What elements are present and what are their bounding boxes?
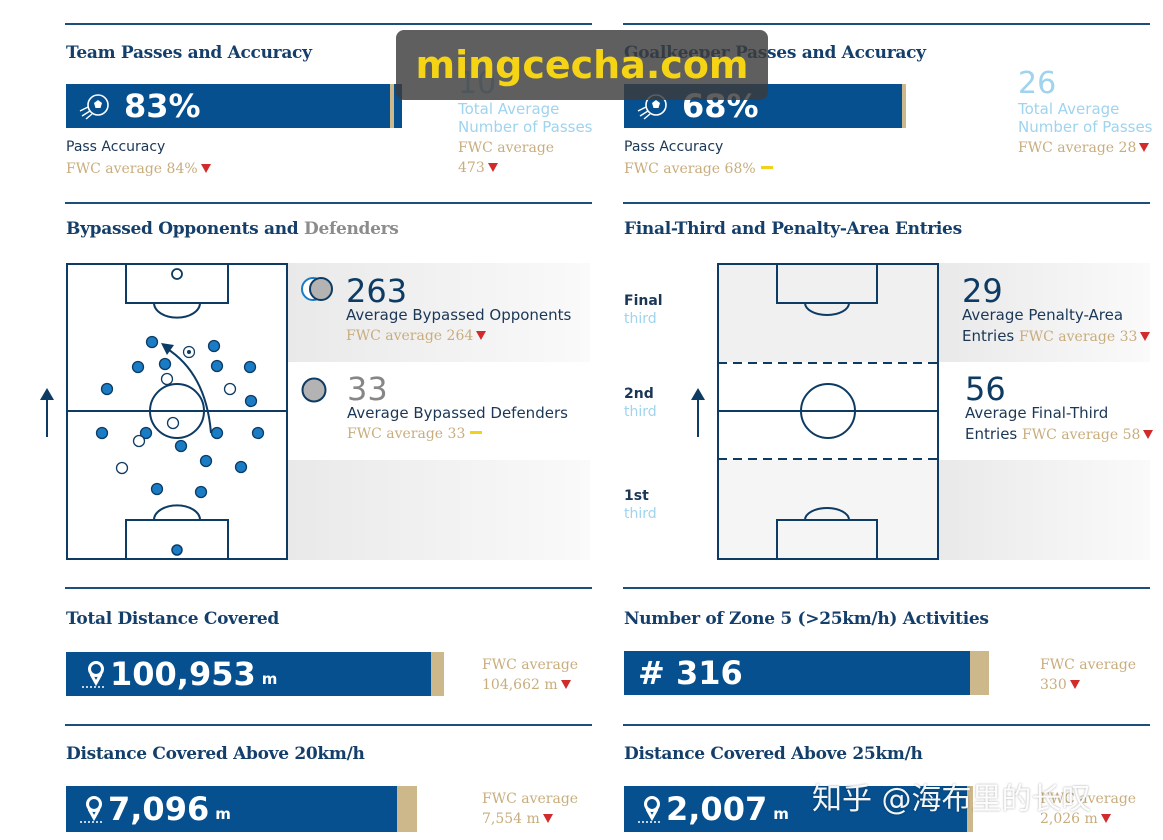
penalty-entries-fwc: FWC average 33 xyxy=(1019,329,1138,345)
watermark-text: mingcecha.com xyxy=(415,43,749,87)
penalty-entries-label: Average Penalty-Area xyxy=(962,306,1124,324)
gk-pass-accuracy-fwc: FWC average 68% xyxy=(624,159,773,179)
location-pin-icon xyxy=(638,796,660,823)
bypassed-title: Bypassed Opponents and Defenders xyxy=(66,219,399,239)
trend-equal-icon xyxy=(760,166,773,169)
football-icon xyxy=(79,94,109,120)
dist20-fwc: FWC average 7,554 m xyxy=(482,791,579,827)
dist20-title: Distance Covered Above 20km/h xyxy=(66,744,365,764)
total-distance-fwc: FWC average 104,662 m xyxy=(482,657,579,693)
zone5-title: Number of Zone 5 (>25km/h) Activities xyxy=(624,609,989,629)
entries-title: Final-Third and Penalty-Area Entries xyxy=(624,219,962,239)
section-divider xyxy=(623,202,1150,204)
dist25-fwc: FWC average 2,026 m xyxy=(1040,791,1137,827)
penalty-entries-line2: Entries FWC average 33 xyxy=(962,326,1151,347)
bar-end-marker xyxy=(390,84,394,128)
team-pass-accuracy-value: 83% xyxy=(124,87,201,125)
bypassed-opponents-fwc: FWC average 264 xyxy=(346,326,487,346)
final-third-entries-fwc: FWC average 58 xyxy=(1022,427,1141,443)
trend-down-icon xyxy=(1100,814,1111,823)
entries-panel-top xyxy=(938,263,1150,362)
dist20-value: 7,096 xyxy=(108,790,210,828)
gk-total-passes-fwc: FWC average 28 xyxy=(1018,138,1150,158)
final-third-entries-label: Average Final-Third xyxy=(965,404,1109,422)
direction-arrow-icon xyxy=(40,388,54,437)
dist25-title: Distance Covered Above 25km/h xyxy=(624,744,923,764)
bypassed-defenders-label: Average Bypassed Defenders xyxy=(347,404,568,422)
final-third-entries-line2: Entries FWC average 58 xyxy=(965,424,1154,445)
trend-down-icon xyxy=(487,163,498,172)
bypassed-panel-bottom xyxy=(288,460,590,560)
team-total-passes-fwc: FWC average 473 xyxy=(458,140,555,176)
trend-down-icon xyxy=(476,331,487,340)
team-pass-accuracy-bar: 83% xyxy=(66,84,390,128)
bar-end-marker xyxy=(902,84,906,128)
total-distance-bar: 100,953 m xyxy=(66,652,431,696)
zone5-bar: # 316 xyxy=(624,651,970,695)
location-pin-icon xyxy=(80,796,102,823)
penalty-entries-value: 29 xyxy=(962,272,1003,310)
dist25-value: 2,007 xyxy=(666,790,768,828)
location-pin-icon xyxy=(82,661,104,688)
trend-down-icon xyxy=(1069,680,1080,689)
bar-end-marker xyxy=(967,786,973,832)
team-total-passes-label: Total Average Number of Passes xyxy=(458,100,593,136)
section-divider xyxy=(65,724,592,726)
section-divider xyxy=(65,23,592,25)
bar-end-marker xyxy=(397,786,417,832)
football-icon xyxy=(637,94,667,120)
bypassed-defenders-fwc: FWC average 33 xyxy=(347,424,483,444)
trend-equal-icon xyxy=(470,431,483,434)
trend-down-icon xyxy=(542,814,553,823)
bypassed-panel-middle xyxy=(288,362,590,460)
bypassed-pitch-diagram xyxy=(66,263,288,560)
entries-panel-bottom xyxy=(938,460,1150,560)
zhihu-watermark: 知乎 @海布里的长叹 xyxy=(812,782,1092,817)
direction-arrow-icon xyxy=(691,388,705,437)
defenders-icon xyxy=(301,377,327,403)
entries-pitch-diagram xyxy=(717,263,939,560)
watermark-banner: mingcecha.com xyxy=(396,30,768,100)
gk-total-passes-value: 26 xyxy=(1018,66,1057,101)
trend-down-icon xyxy=(560,680,571,689)
dist25-unit: m xyxy=(773,805,789,823)
section-divider xyxy=(623,23,1150,25)
dist20-bar: 7,096 m xyxy=(66,786,397,832)
zone-label-second: 2nd third xyxy=(624,386,657,420)
section-divider xyxy=(65,202,592,204)
gk-total-passes-label: Total Average Number of Passes xyxy=(1018,100,1153,136)
bar-end-marker xyxy=(970,651,989,695)
gk-pass-accuracy-label: Pass Accuracy xyxy=(624,139,724,155)
team-passes-title: Team Passes and Accuracy xyxy=(66,43,312,63)
total-distance-unit: m xyxy=(261,670,278,688)
trend-down-icon xyxy=(200,164,211,173)
total-distance-title: Total Distance Covered xyxy=(66,609,279,629)
section-divider xyxy=(623,587,1150,589)
zone5-fwc: FWC average 330 xyxy=(1040,657,1137,693)
bypassed-panel-top xyxy=(288,263,590,362)
dist25-bar: 2,007 m xyxy=(624,786,967,832)
team-pass-accuracy-label: Pass Accuracy xyxy=(66,139,166,155)
bypassed-opponents-label: Average Bypassed Opponents xyxy=(346,306,572,324)
team-pass-accuracy-fwc: FWC average 84% xyxy=(66,159,211,179)
section-divider xyxy=(65,587,592,589)
bar-end-marker xyxy=(431,652,444,696)
trend-down-icon xyxy=(1143,430,1154,439)
final-third-entries-value: 56 xyxy=(965,370,1006,408)
zone-label-first: 1st third xyxy=(624,488,657,522)
bypassed-defenders-value: 33 xyxy=(347,370,388,408)
dist20-unit: m xyxy=(215,805,231,823)
bar-track-tail xyxy=(394,84,402,128)
zone5-value: # 316 xyxy=(638,654,743,692)
trend-down-icon xyxy=(1139,143,1150,152)
total-distance-value: 100,953 xyxy=(110,655,256,693)
opponents-icon xyxy=(301,277,333,301)
bypassed-opponents-value: 263 xyxy=(346,272,408,310)
trend-down-icon xyxy=(1140,332,1151,341)
zone-label-final: Final third xyxy=(624,293,663,327)
section-divider xyxy=(623,724,1150,726)
